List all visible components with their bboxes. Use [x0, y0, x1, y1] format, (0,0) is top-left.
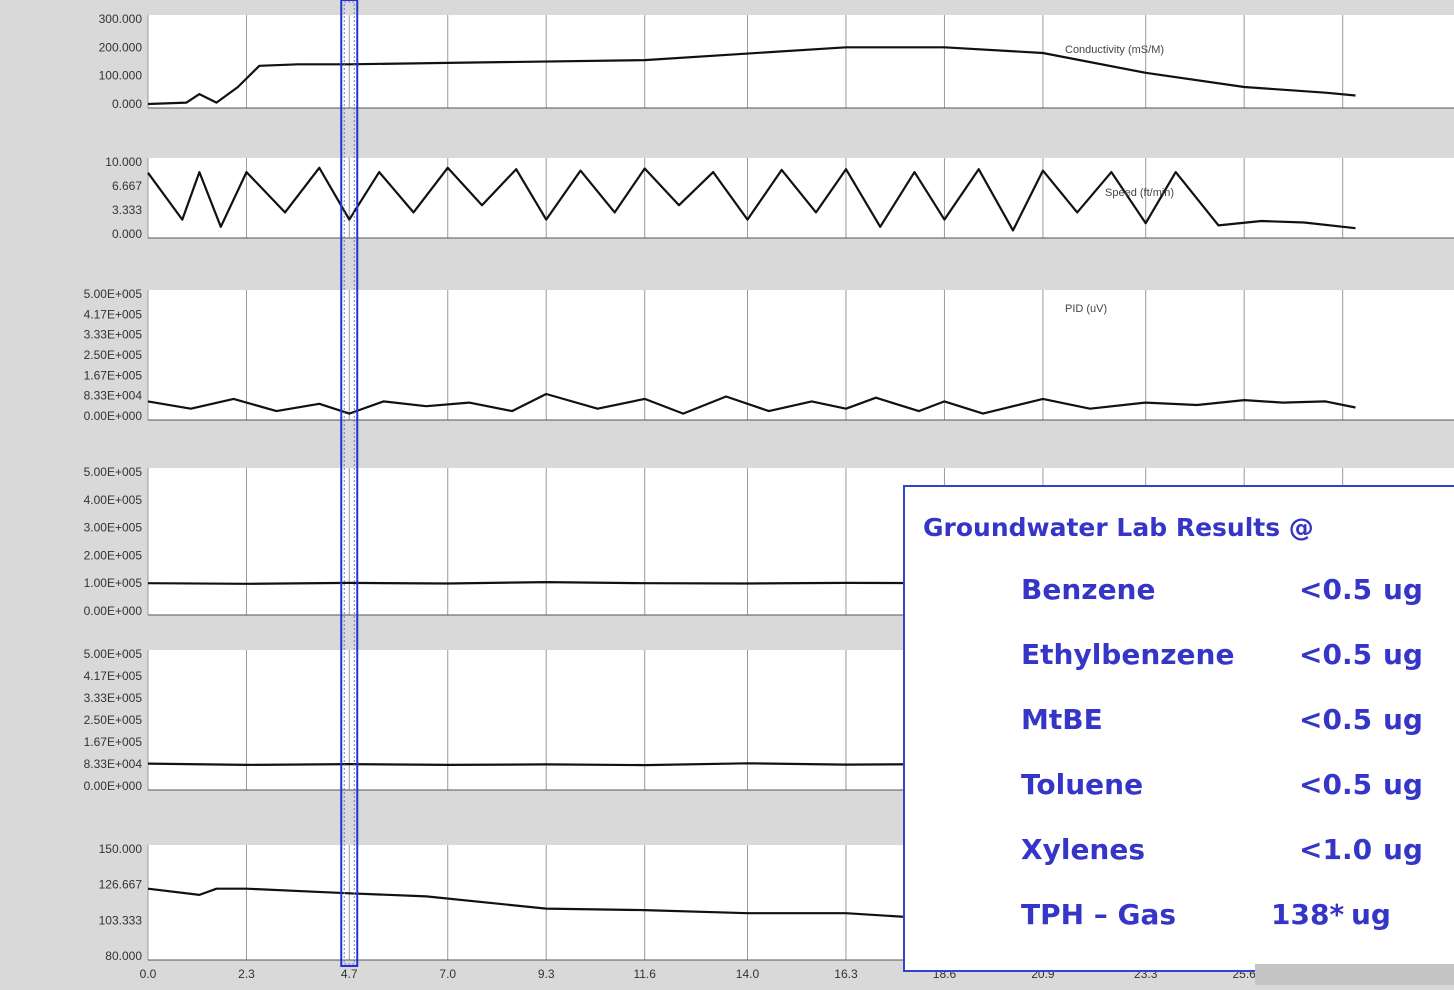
y-tick-label: 0.00E+000: [84, 604, 143, 618]
x-tick-label: 11.6: [633, 967, 656, 981]
y-tick-label: 2.50E+005: [84, 713, 143, 727]
y-tick-label: 0.000: [112, 227, 142, 241]
series-line-2: [147, 166, 1356, 232]
y-tick-label: 8.33E+004: [84, 389, 143, 403]
y-tick-label: 0.000: [112, 97, 142, 111]
y-tick-label: 2.00E+005: [84, 548, 143, 562]
panel-label: Conductivity (mS/M): [1065, 44, 1164, 56]
analyte-name: MtBE: [1021, 703, 1103, 736]
analyte-value: <0.5: [1299, 573, 1373, 606]
y-tick-label: 10.000: [105, 155, 142, 169]
x-tick-label: 0.0: [140, 967, 157, 981]
x-tick-label: 7.0: [439, 967, 456, 981]
y-tick-label: 126.667: [99, 878, 143, 892]
analyte-unit: ug: [1383, 573, 1423, 606]
plot-panel-3: [148, 290, 1454, 420]
plot-panel-1: [148, 15, 1454, 108]
analyte-name: Xylenes: [1021, 833, 1146, 866]
y-tick-label: 1.67E+005: [84, 368, 143, 382]
y-tick-label: 103.333: [99, 913, 143, 927]
y-tick-label: 3.33E+005: [84, 328, 143, 342]
x-tick-label: 2.3: [238, 967, 255, 981]
y-tick-label: 2.50E+005: [84, 348, 143, 362]
analyte-unit: ug: [1383, 703, 1423, 736]
lab-results-title: Groundwater Lab Results @: [923, 513, 1314, 542]
analyte-value: <0.5: [1299, 768, 1373, 801]
analyte-value: <0.5: [1299, 638, 1373, 671]
y-tick-label: 0.00E+000: [84, 409, 143, 423]
y-tick-label: 200.000: [99, 40, 143, 54]
horizontal-scrollbar[interactable]: [1255, 964, 1454, 985]
x-tick-label: 4.7: [341, 967, 358, 981]
y-tick-label: 5.00E+005: [84, 465, 143, 479]
y-tick-label: 4.17E+005: [84, 307, 143, 321]
y-tick-label: 1.67E+005: [84, 735, 143, 749]
x-tick-label: 9.3: [538, 967, 555, 981]
analyte-unit: ug: [1383, 833, 1423, 866]
analyte-value: 138*: [1271, 898, 1345, 931]
y-tick-label: 1.00E+005: [84, 576, 143, 590]
y-tick-label: 4.00E+005: [84, 493, 143, 507]
analyte-name: Ethylbenzene: [1021, 638, 1235, 671]
analyte-unit: ug: [1383, 768, 1423, 801]
analyte-name: Toluene: [1021, 768, 1144, 801]
y-tick-label: 4.17E+005: [84, 669, 143, 683]
x-tick-label: 14.0: [736, 967, 760, 981]
y-tick-label: 3.33E+005: [84, 691, 143, 705]
analyte-unit: ug: [1383, 638, 1423, 671]
analyte-name: Benzene: [1021, 573, 1156, 606]
series-line-3: [147, 392, 1356, 415]
y-tick-label: 80.000: [105, 949, 142, 963]
y-tick-label: 100.000: [99, 69, 143, 83]
highlight-band-inner: [343, 1, 355, 965]
highlight-band: [340, 0, 359, 967]
analyte-value: <0.5: [1299, 703, 1373, 736]
y-tick-label: 0.00E+000: [84, 779, 143, 793]
series-line-1: [147, 46, 1356, 106]
panel-label: PID (uV): [1065, 303, 1107, 315]
y-tick-label: 3.00E+005: [84, 521, 143, 535]
y-tick-label: 8.33E+004: [84, 757, 143, 771]
y-tick-label: 150.000: [99, 842, 143, 856]
y-tick-label: 6.667: [112, 179, 142, 193]
analyte-unit: ug: [1351, 898, 1391, 931]
lab-results-box: Groundwater Lab Results @ Benzene <0.5 u…: [903, 485, 1454, 972]
y-tick-label: 5.00E+005: [84, 647, 143, 661]
analyte-value: <1.0: [1299, 833, 1373, 866]
y-tick-label: 3.333: [112, 203, 142, 217]
y-tick-label: 300.000: [99, 12, 143, 26]
analyte-name: TPH – Gas: [1021, 898, 1177, 931]
panel-label: Speed (ft/min): [1105, 187, 1174, 199]
y-tick-label: 5.00E+005: [84, 287, 143, 301]
x-tick-label: 16.3: [834, 967, 858, 981]
